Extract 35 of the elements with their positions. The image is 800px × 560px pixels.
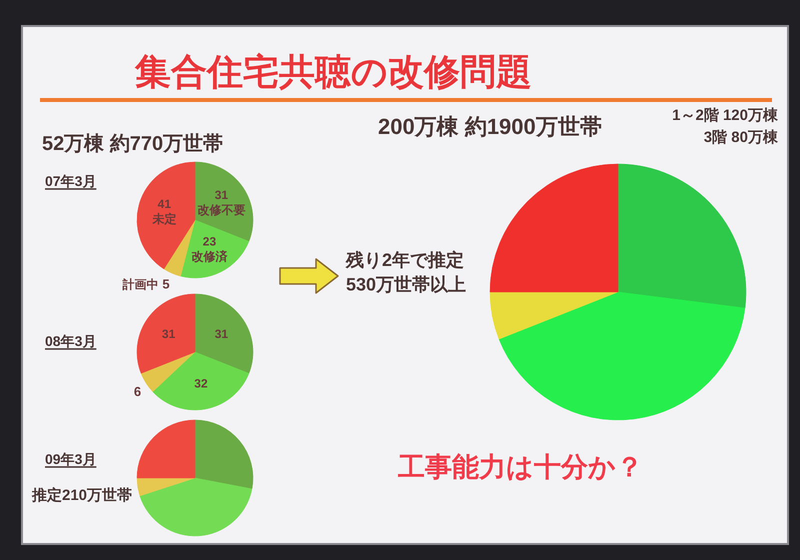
data-label: 5 [162,276,170,292]
pie-slice [140,478,252,536]
text: 残り2年で推定530万世帯以上 [345,250,466,294]
pie-slice [194,420,254,490]
pie-slice [490,164,618,292]
text: 1～2階 120万棟 [672,107,779,124]
pie-slice [152,352,250,410]
data-label: 6 [134,384,142,400]
slice-label: 改修不要 [197,203,246,218]
pie-slice [194,294,254,374]
pie-slice [498,292,746,420]
pie-slice [140,352,196,392]
slice-label: 改修済 [191,249,228,264]
pie-slice [136,420,196,478]
data-label: 31 [214,327,228,342]
chart-title: 200万棟 約1900万世帯 [378,114,602,139]
slice-label: 計画中 [121,278,158,292]
data-label: 23 [202,234,216,248]
data-label: 31 [162,327,176,342]
pie-slice [136,294,196,374]
text: 08年3月 [45,333,96,349]
text: 09年3月 [45,451,96,467]
chart-title: 52万棟 約770万世帯 [42,133,224,155]
pie-slice [618,164,746,308]
slice-label: 未定 [151,212,176,226]
text: 3階 80万棟 [704,129,779,146]
data-label: 32 [194,376,208,390]
data-label: 31 [214,188,228,202]
pie-slice [490,292,618,340]
pie-slice [136,478,196,496]
data-label: 41 [158,197,172,212]
text: 07年3月 [45,173,96,189]
text: 推定210万世帯 [31,486,132,504]
text: 集合住宅共聴の改修問題 [134,51,532,92]
text: 工事能力は十分か？ [397,452,643,482]
